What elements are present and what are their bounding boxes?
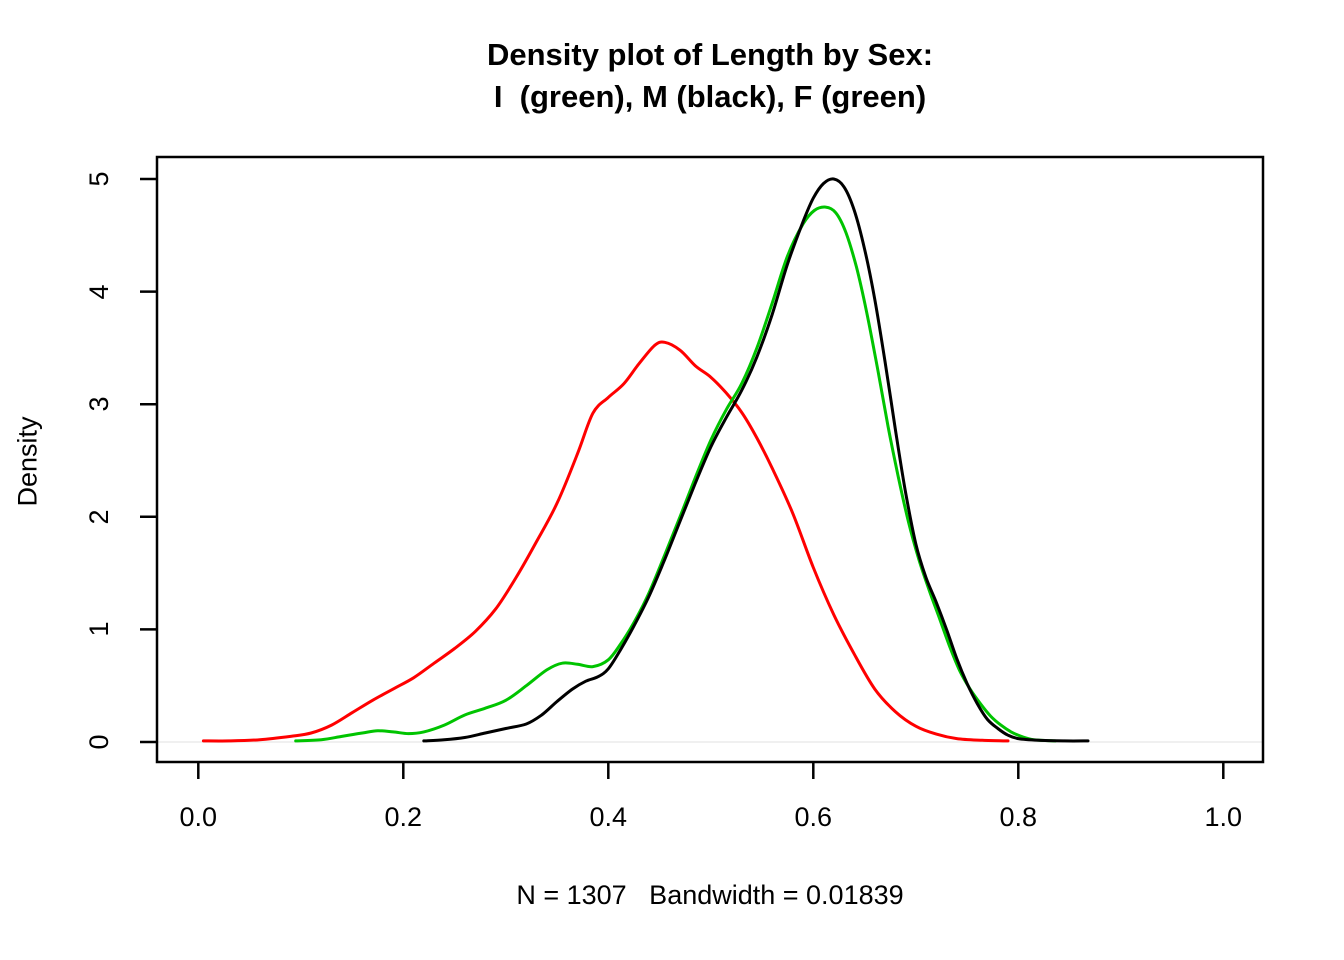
y-tick-label: 4 [84, 284, 114, 300]
x-tick-label: 0.6 [794, 802, 833, 832]
y-tick-label: 0 [84, 734, 114, 750]
y-tick-label: 3 [84, 396, 114, 412]
x-tick-label: 1.0 [1204, 802, 1243, 832]
x-tick-label: 0.0 [179, 802, 218, 832]
density-curve-f [201, 340, 1010, 743]
y-tick-label: 5 [84, 171, 114, 187]
y-tick-label: 2 [84, 509, 114, 525]
plot-box [155, 155, 1265, 764]
x-tick-label: 0.4 [589, 802, 628, 832]
x-tick-label: 0.8 [999, 802, 1038, 832]
x-axis-label: N = 1307 Bandwidth = 0.01839 [516, 880, 904, 910]
density-curve-m [422, 177, 1090, 743]
x-tick-label: 0.2 [384, 802, 423, 832]
density-curve-i [294, 205, 1057, 743]
y-tick-label: 1 [84, 621, 114, 637]
chart-title-line1: Density plot of Length by Sex: [486, 37, 934, 72]
chart-title-line2: I (green), M (black), F (green) [493, 79, 927, 114]
